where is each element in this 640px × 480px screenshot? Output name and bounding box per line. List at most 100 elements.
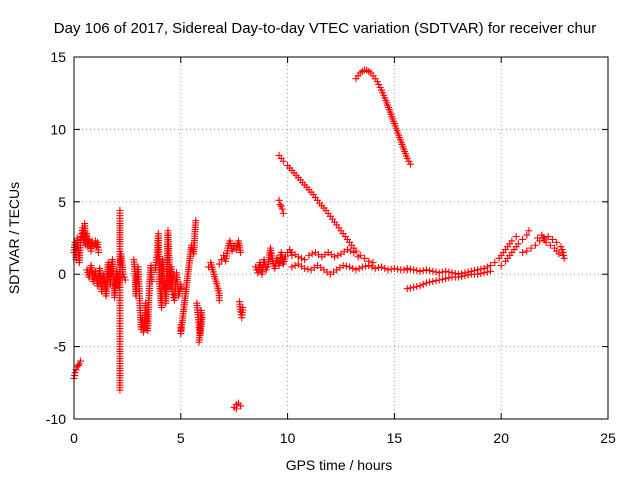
data-point	[334, 251, 342, 259]
data-point	[438, 268, 446, 276]
data-point	[525, 227, 533, 235]
data-point	[358, 263, 366, 271]
data-point	[85, 235, 93, 243]
data-point	[281, 253, 289, 261]
data-point	[349, 264, 357, 272]
data-point	[403, 264, 411, 272]
data-point	[376, 83, 384, 91]
data-point	[275, 196, 283, 204]
grid	[74, 57, 608, 419]
data-point	[373, 78, 381, 86]
data-point	[279, 209, 287, 217]
data-point	[362, 262, 370, 270]
data-point	[477, 265, 485, 273]
data-point	[71, 369, 79, 377]
y-tick-label: 15	[50, 49, 66, 65]
data-point	[553, 238, 561, 246]
data-point	[546, 241, 554, 249]
data-point	[474, 266, 482, 274]
data-point	[354, 253, 362, 261]
data-point	[491, 259, 499, 267]
data-point	[394, 265, 402, 273]
data-points	[70, 66, 568, 413]
data-point	[426, 278, 434, 286]
data-point	[429, 267, 437, 275]
data-point	[512, 233, 520, 241]
data-point	[288, 263, 296, 271]
data-point	[239, 304, 247, 312]
data-point	[263, 263, 271, 271]
data-point	[189, 247, 197, 255]
data-point	[378, 263, 386, 271]
data-point	[76, 357, 84, 365]
data-point	[555, 250, 563, 258]
data-point	[297, 254, 305, 262]
data-point	[497, 262, 505, 270]
data-point	[514, 240, 522, 248]
data-point	[365, 262, 373, 270]
data-point	[422, 279, 430, 287]
data-point	[192, 217, 200, 225]
data-point	[116, 386, 124, 394]
data-point	[480, 264, 488, 272]
plot-frame	[73, 56, 609, 420]
data-point	[432, 277, 440, 285]
data-point	[390, 264, 398, 272]
data-point	[448, 269, 456, 277]
data-point	[229, 244, 237, 252]
y-tick-label: -5	[54, 339, 67, 355]
data-point	[170, 293, 178, 301]
data-point	[381, 264, 389, 272]
data-point	[346, 263, 354, 271]
data-point	[531, 241, 539, 249]
data-point	[435, 276, 443, 284]
x-tick-label: 5	[177, 430, 185, 446]
data-point	[442, 267, 450, 275]
x-axis-label: GPS time / hours	[286, 457, 393, 473]
data-point	[375, 81, 383, 89]
data-point	[374, 264, 382, 272]
data-point	[432, 268, 440, 276]
data-point	[331, 253, 339, 261]
data-point	[558, 246, 566, 254]
data-point	[559, 251, 567, 259]
y-tick-label: 0	[58, 266, 66, 282]
data-point	[523, 231, 531, 239]
data-point	[471, 267, 478, 275]
data-point	[279, 157, 287, 165]
data-point	[339, 262, 347, 270]
data-point	[435, 269, 443, 277]
x-tick-label: 15	[387, 430, 403, 446]
data-point	[461, 269, 469, 277]
data-point	[294, 253, 302, 261]
x-tick-label: 25	[600, 430, 616, 446]
data-point	[422, 266, 430, 274]
data-point	[278, 205, 286, 213]
data-point	[454, 270, 462, 278]
data-point	[403, 285, 411, 293]
data-point	[419, 267, 427, 275]
y-tick-label: -10	[46, 411, 66, 427]
data-point	[419, 280, 427, 288]
data-point	[523, 247, 531, 255]
data-point	[277, 202, 285, 210]
data-point	[544, 233, 552, 241]
data-point	[301, 256, 309, 264]
data-point	[304, 265, 312, 273]
data-point	[95, 248, 103, 256]
data-point	[384, 266, 392, 274]
data-point	[369, 259, 377, 267]
data-point	[416, 267, 424, 275]
data-point	[519, 235, 527, 243]
x-tick-label: 0	[70, 430, 78, 446]
data-point	[352, 266, 360, 274]
data-point	[232, 246, 240, 254]
data-point	[215, 296, 223, 304]
data-point	[467, 267, 475, 275]
axis-ticks	[73, 56, 609, 420]
data-point	[406, 160, 414, 168]
data-point	[548, 235, 556, 243]
data-point	[232, 405, 240, 413]
data-point	[387, 265, 395, 273]
